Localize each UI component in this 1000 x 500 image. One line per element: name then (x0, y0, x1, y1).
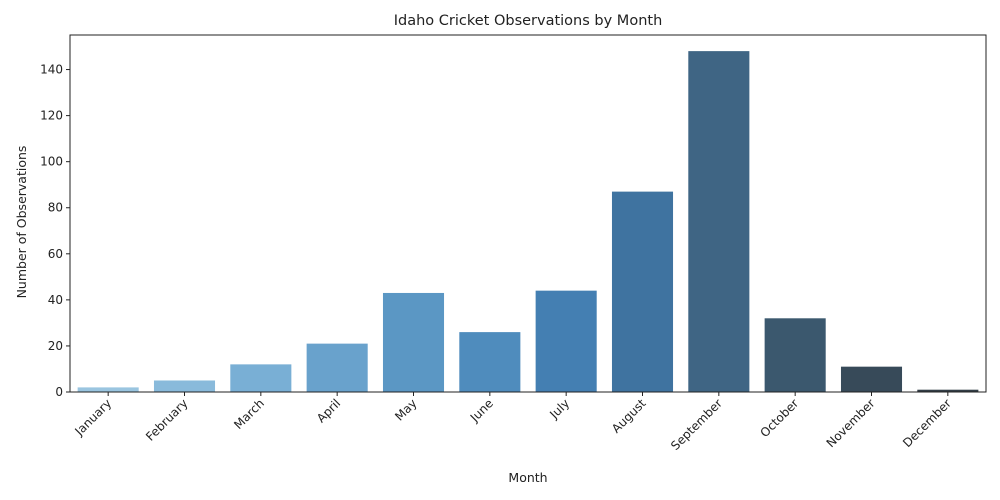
chart-title: Idaho Cricket Observations by Month (394, 13, 663, 29)
bar-january (77, 387, 139, 392)
x-tick-label: January (72, 396, 115, 439)
x-tick-label: November (824, 396, 878, 450)
bar-october (764, 318, 826, 392)
x-axis-label: Month (508, 470, 547, 485)
x-tick-label: August (609, 396, 649, 436)
x-axis-ticks: January February March April May June July Augu… (72, 392, 954, 453)
plot-frame (69, 34, 987, 393)
x-tick-label: October (757, 396, 801, 440)
y-tick-label: 60 (48, 247, 63, 261)
y-axis-ticks: 0 20 40 60 80 100 120 140 (40, 63, 70, 399)
y-tick-label: 100 (40, 155, 63, 169)
bar-june (459, 332, 521, 392)
bar-april (306, 343, 368, 392)
x-tick-label: July (546, 396, 572, 422)
y-tick-label: 80 (48, 201, 63, 215)
x-tick-label: April (314, 396, 343, 425)
x-tick-label: December (900, 396, 954, 450)
bar-november (840, 366, 903, 392)
y-tick-label: 20 (48, 339, 63, 353)
bar-december (917, 389, 979, 392)
bar-september (688, 51, 750, 392)
bars-group (77, 51, 979, 392)
y-tick-label: 0 (55, 385, 63, 399)
x-tick-label: February (143, 396, 191, 444)
y-tick-label: 40 (48, 293, 63, 307)
bar-march (230, 364, 292, 392)
bar-july (535, 290, 597, 392)
x-tick-label: March (231, 396, 267, 432)
bar-february (153, 380, 216, 392)
y-tick-label: 120 (40, 109, 63, 123)
y-axis-label: Number of Observations (14, 146, 29, 299)
bar-may (382, 292, 445, 392)
y-tick-label: 140 (40, 63, 63, 77)
x-tick-label: June (467, 396, 496, 425)
x-tick-label: September (668, 396, 725, 453)
bar-august (611, 191, 674, 392)
x-tick-label: May (392, 396, 419, 423)
